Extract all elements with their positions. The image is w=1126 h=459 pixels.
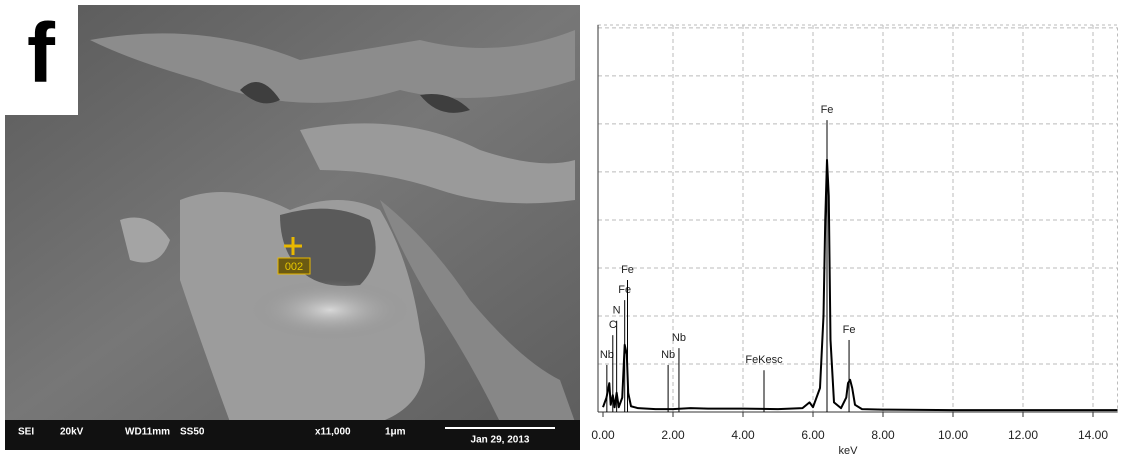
panel-label: f [27, 6, 56, 100]
x-tick-label: 6.00 [801, 428, 825, 442]
panel-label-box [5, 5, 78, 115]
x-tick-label: 12.00 [1008, 428, 1038, 442]
crack [240, 82, 470, 113]
surface-ridge [300, 123, 575, 204]
spectrum: 0.00 2.00 4.00 6.00 8.00 10.00 12.00 14.00 keV Nb… [591, 24, 1118, 457]
peak-label: Fe [821, 104, 834, 116]
info-text: 1μm [385, 427, 406, 438]
info-text: SEI [18, 427, 34, 438]
peak-label: Nb [600, 349, 614, 361]
marker-box [277, 257, 311, 275]
peak-label: Nb [661, 349, 675, 361]
x-tick-label: 2.00 [661, 428, 685, 442]
marker-label: 002 [285, 261, 303, 273]
date: Jan 29, 2013 [471, 435, 530, 446]
edge-glow [250, 280, 410, 340]
x-axis-label: keV [839, 445, 859, 457]
peak-label: Fe [618, 284, 631, 296]
info-text: x11,000 [315, 427, 351, 438]
point-marker: 002 [277, 237, 311, 275]
surface-ridge [380, 200, 575, 422]
plot-frame [597, 24, 1118, 413]
peak-label: N [613, 305, 621, 317]
micrograph: f 002 SEI 20kV WD11mm SS50 x11,000 1μm Jan 29… [5, 5, 580, 450]
surface-ridge [90, 30, 575, 103]
x-tick-label: 10.00 [938, 428, 968, 442]
spectrum-line [602, 158, 1118, 412]
peak-label: Fe [843, 324, 856, 336]
peak-label: C [609, 319, 617, 331]
peak-label: FeKesc [745, 354, 783, 366]
surface-ridge [120, 217, 170, 263]
peak-label: Nb [672, 332, 686, 344]
info-text: SS50 [180, 427, 205, 438]
info-bar [5, 420, 580, 450]
info-bar-texts: SEI 20kV WD11mm SS50 x11,000 1μm [18, 427, 406, 438]
x-tick-label: 8.00 [871, 428, 895, 442]
info-text: 20kV [60, 427, 84, 438]
x-tick-label: 0.00 [591, 428, 615, 442]
x-tick-label: 4.00 [731, 428, 755, 442]
peak-label: Fe [621, 264, 634, 276]
info-text: WD11mm [125, 427, 170, 438]
x-tick-label: 14.00 [1078, 428, 1108, 442]
